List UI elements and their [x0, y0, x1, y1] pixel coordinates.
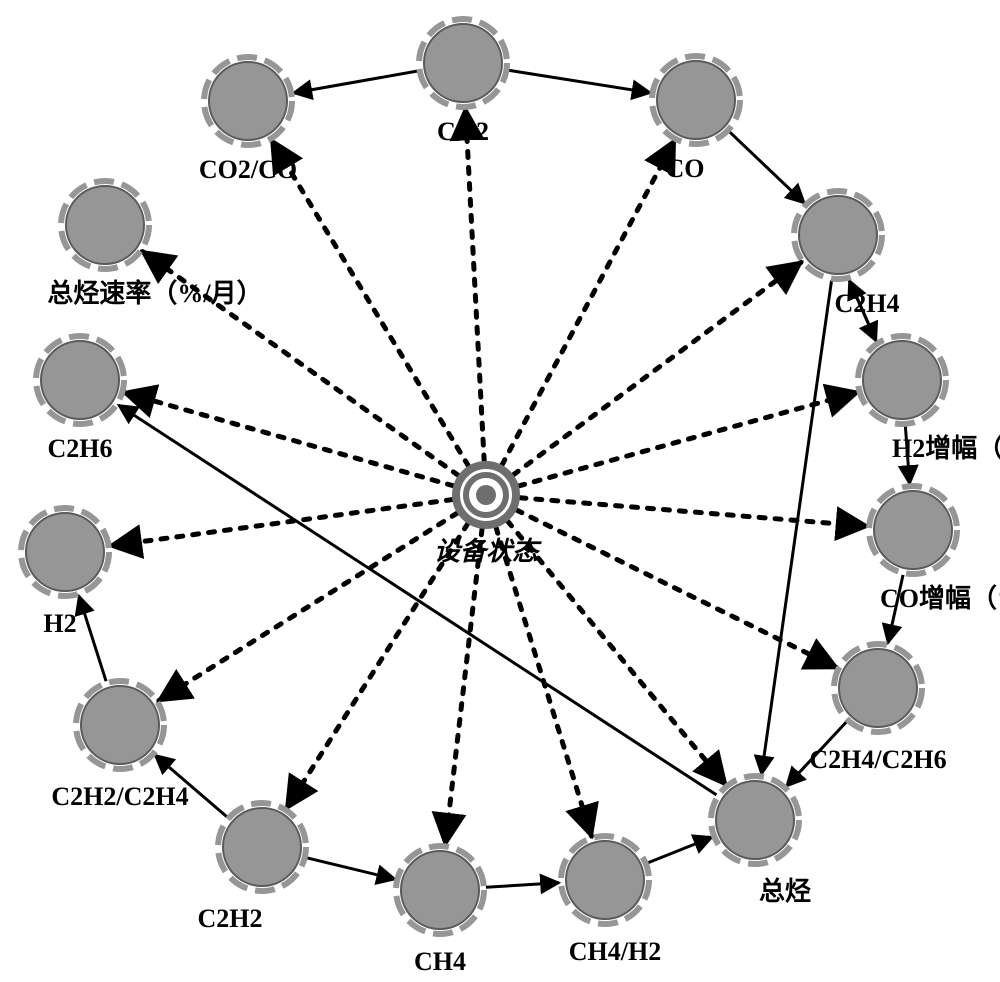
dotted-edge: [111, 500, 453, 546]
node-total: [711, 776, 799, 864]
label-h2inc: H2增幅（%）: [892, 433, 1000, 463]
label-co: CO: [666, 154, 705, 183]
solid-edge: [79, 596, 106, 681]
node-c2h2_c2h4: [76, 681, 164, 769]
label-center: 设备状态: [434, 537, 542, 566]
dotted-edge: [445, 529, 482, 845]
dotted-edge: [520, 498, 867, 526]
label-c2h2_c2h4: C2H2/C2H4: [51, 782, 188, 811]
node-co2: [419, 19, 507, 107]
node-co2_co: [204, 57, 292, 145]
node-c2h4_c2h6: [834, 644, 922, 732]
solid-edge: [293, 71, 417, 93]
dotted-edge: [272, 140, 469, 466]
label-c2h6: C2H6: [48, 434, 113, 463]
node-coinc: [869, 486, 957, 574]
label-rate: 总烃速率（%/月）: [47, 278, 262, 308]
dotted-edge: [502, 141, 674, 465]
label-ch4: CH4: [414, 947, 466, 976]
dotted-edge: [287, 524, 468, 809]
solid-edge: [729, 132, 804, 204]
label-total: 总烃: [759, 877, 811, 906]
center-node: [456, 465, 516, 525]
node-c2h4: [794, 191, 882, 279]
solid-edge: [648, 837, 713, 863]
label-c2h4_c2h6: C2H4/C2H6: [809, 745, 946, 774]
node-rate: [61, 181, 149, 269]
node-ch4: [396, 846, 484, 934]
dotted-edge: [513, 262, 801, 474]
node-co: [652, 56, 740, 144]
label-c2h2: C2H2: [198, 904, 263, 933]
label-ch4_h2: CH4/H2: [569, 937, 661, 966]
label-co2_co: CO2/CO: [199, 155, 297, 184]
solid-edge: [508, 70, 650, 93]
network-diagram: CO2 CO CO2/CO C2H4 总烃速率（%/月） C2H6 H2增幅（%） H2 CO增…: [0, 0, 1000, 982]
label-coinc: CO增幅（%）: [880, 583, 1000, 613]
label-co2: CO2: [437, 117, 489, 146]
solid-edge: [486, 883, 559, 887]
label-h2: H2: [43, 609, 76, 638]
node-c2h6: [36, 336, 124, 424]
label-c2h4: C2H4: [835, 289, 900, 318]
dotted-edge: [519, 392, 858, 486]
dotted-edge: [465, 109, 484, 461]
node-c2h2: [218, 803, 306, 891]
solid-edge: [307, 858, 396, 879]
solid-edge: [761, 281, 831, 775]
solid-edge: [119, 405, 717, 795]
node-h2: [21, 508, 109, 596]
node-ch4_h2: [561, 836, 649, 924]
node-h2inc: [858, 336, 946, 424]
